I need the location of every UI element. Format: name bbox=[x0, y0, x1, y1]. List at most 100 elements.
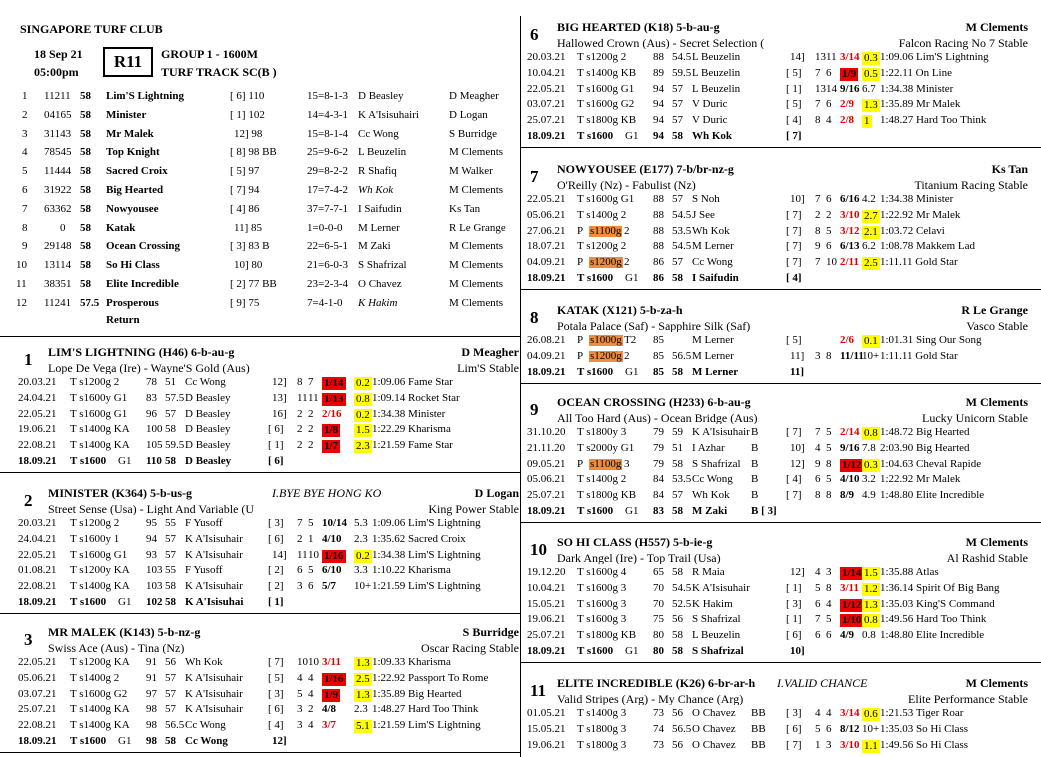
form-run-row: 05.06.21 T s1400g 2 84 53.5 Cc Wong B [ 4] 6 5 4/… bbox=[0, 474, 1041, 489]
run-date: 09.05.21 bbox=[527, 457, 566, 470]
run-date: 05.06.21 bbox=[527, 208, 566, 221]
run-result: 1:21.59 Lim'S Lightning bbox=[372, 719, 481, 732]
run-weight: 58 bbox=[165, 423, 176, 436]
field-horse-name: Big Hearted bbox=[106, 184, 164, 196]
form-run-row: 10.04.21 T s1600g 3 70 54.5 K A'Isisuhair[ 1… bbox=[0, 581, 1041, 598]
run-pos2: 5 bbox=[826, 613, 832, 626]
field-form: 29148 bbox=[44, 240, 72, 253]
run-result: 1:09.14 Rocket Star bbox=[372, 391, 460, 404]
run-pos2: 8 bbox=[826, 349, 832, 362]
run-jockey: K A'Isisuhair bbox=[692, 581, 750, 594]
run-barrier: 12] bbox=[790, 566, 805, 578]
form-run-row: 01.08.21 T s1200y KA 103 55 F Yusoff [ 2] 6 5 6/… bbox=[0, 565, 1041, 580]
horse-title: NOWYOUSEE (E177) 7-b/br-nz-g bbox=[557, 162, 734, 176]
run-rating: 80 bbox=[653, 629, 664, 642]
run-result: 1:11.11 Gold Star bbox=[880, 349, 958, 362]
today-race: T s1600 bbox=[70, 455, 107, 467]
run-odds: 1.3 bbox=[862, 598, 880, 612]
run-result: 1:09.33 Kharisma bbox=[372, 656, 451, 668]
run-date: 05.06.21 bbox=[18, 671, 57, 684]
run-finish: 1/16 bbox=[322, 549, 346, 563]
run-finish: 3/7 bbox=[322, 719, 337, 732]
today-weight: 58 bbox=[672, 272, 683, 284]
field-weight: 58 bbox=[80, 278, 91, 290]
run-race: T s1600g 3 bbox=[577, 581, 627, 594]
run-pos1: 2 bbox=[297, 407, 303, 420]
run-rating: 103 bbox=[146, 580, 163, 593]
run-race: T s1400g 2 bbox=[577, 473, 627, 486]
form-run-row: 25.07.21 T s1400g KA 98 57 K A'Isisuhair [ 6]… bbox=[0, 704, 1041, 719]
run-odds: 0.2 bbox=[354, 549, 372, 563]
run-finish: 8/12 bbox=[840, 722, 860, 735]
field-record: 22=6-5-1 bbox=[307, 240, 349, 253]
field-barrier: [ 6] 110 bbox=[230, 90, 265, 102]
run-race: T s1800g KB bbox=[577, 629, 637, 642]
run-finish: 11/11 bbox=[840, 349, 864, 362]
today-rating: 85 bbox=[653, 365, 664, 378]
run-distance: s1100g bbox=[589, 457, 623, 470]
run-gear: B bbox=[751, 457, 759, 470]
run-gear: BB bbox=[751, 738, 766, 751]
form-run-row: 22.08.21 T s1400g KA 105 59.5 D Beasley[ 1] 2… bbox=[0, 440, 1041, 455]
horse-trainer: D Meagher bbox=[461, 345, 519, 359]
field-row: 6 31922 58 Big Hearted [ 7] 94 17=7-4-2 Wh Kok… bbox=[0, 185, 520, 200]
field-form: 38351 bbox=[44, 278, 72, 290]
field-jockey: R Shafiq bbox=[358, 165, 397, 178]
today-date: 18.09.21 bbox=[527, 365, 566, 378]
run-gear: B bbox=[751, 441, 759, 454]
today-row: 18.09.21 T s1600 G1 85 58 M Lerner 11] bbox=[0, 365, 1041, 382]
horse-owner: Al Rashid Stable bbox=[943, 552, 1028, 564]
run-jockey: K A'Isisuhair bbox=[185, 548, 243, 561]
run-race: T s1200g 2 bbox=[70, 376, 120, 388]
run-date: 05.06.21 bbox=[527, 473, 566, 486]
run-finish: 9/16 bbox=[840, 441, 860, 454]
run-jockey: M Lerner bbox=[692, 240, 734, 253]
today-jockey: D Beasley bbox=[185, 455, 232, 467]
run-result: 1:35.03 King'S Command bbox=[880, 597, 995, 610]
run-barrier: [ 7] bbox=[786, 426, 802, 438]
horse-number: 7 bbox=[530, 167, 539, 186]
run-jockey: O Chavez bbox=[692, 722, 736, 735]
field-jockey: L Beuzelin bbox=[358, 146, 407, 159]
form-run-row: 22.05.21 T s1600g G1 96 57 D Beasley 16] 2 2 2/1… bbox=[0, 407, 1041, 424]
field-form: 78545 bbox=[44, 146, 72, 159]
run-pos1: 4 bbox=[815, 566, 821, 578]
today-barrier: 10] bbox=[790, 645, 805, 657]
run-date: 22.05.21 bbox=[527, 193, 566, 205]
run-pos1: 8 bbox=[815, 224, 821, 237]
field-horse-name: Sacred Croix bbox=[106, 165, 168, 178]
run-pos1: 5 bbox=[297, 687, 303, 700]
run-pos2: 5 bbox=[826, 224, 832, 237]
horse-owner: Vasco Stable bbox=[963, 320, 1028, 332]
horse-owner: Oscar Racing Stable bbox=[418, 642, 519, 654]
run-race: T s1600g G1 bbox=[577, 193, 635, 205]
run-odds: 0.8 bbox=[862, 427, 880, 440]
run-jockey: K A'Isisuhair bbox=[185, 687, 243, 700]
field-no: 12 bbox=[16, 296, 27, 309]
field-trainer: D Meagher bbox=[449, 90, 499, 102]
horse-trainer: S Burridge bbox=[462, 625, 519, 639]
run-jockey: K A'Isisuhair bbox=[692, 426, 750, 438]
horse-owner: Titanium Racing Stable bbox=[911, 179, 1028, 191]
today-class: G1 bbox=[118, 455, 132, 467]
field-barrier: 10] 80 bbox=[234, 259, 263, 272]
field-horse-name: So Hi Class bbox=[106, 259, 160, 272]
today-class: G1 bbox=[625, 365, 639, 378]
run-date: 22.05.21 bbox=[18, 656, 57, 668]
run-result: 1:21.59 Fame Star bbox=[372, 439, 453, 452]
today-race: T s1600 bbox=[577, 365, 614, 378]
run-pos1: 8 bbox=[815, 114, 821, 127]
field-no: 11 bbox=[16, 278, 27, 290]
run-jockey: O Chavez bbox=[692, 738, 736, 751]
field-weight: 58 bbox=[80, 240, 91, 253]
run-rating: 95 bbox=[146, 517, 157, 529]
field-no: 9 bbox=[22, 240, 28, 253]
form-run-row: 15.05.21 T s1800g 3 74 56.5 O Chavez BB[ 6] 5 6… bbox=[0, 722, 1041, 739]
run-barrier: [ 5] bbox=[786, 334, 802, 346]
run-barrier: [ 4] bbox=[786, 114, 802, 127]
run-pos2: 8 bbox=[826, 457, 832, 470]
form-run-row: 20.03.21 T s1200g 2 78 51 Cc Wong 12] 8 7 1/14 0.… bbox=[0, 377, 1041, 392]
run-weight: 57 bbox=[165, 407, 176, 420]
field-jockey: O Chavez bbox=[358, 278, 402, 290]
